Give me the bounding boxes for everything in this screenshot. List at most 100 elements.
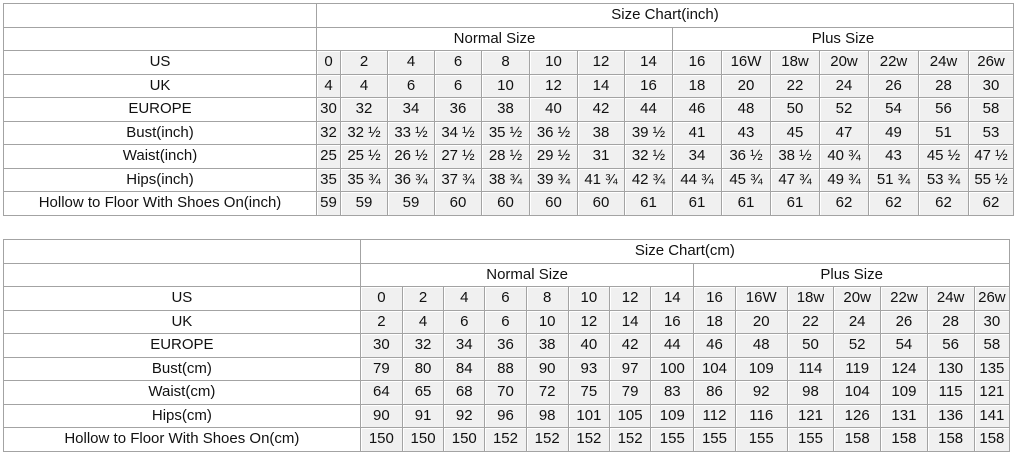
- table-cell: 32: [340, 97, 388, 122]
- table-row: Hips(inch) 35 35 ¾ 36 ¾ 37 ¾ 38 ¾ 39 ¾ 41 ¾ 42 ¾…: [3, 167, 1015, 192]
- table-cell: 25: [316, 144, 341, 169]
- table-cell: 45 ¾: [721, 167, 771, 192]
- table-cell: 2: [359, 309, 403, 334]
- table-cell: 55 ½: [967, 167, 1015, 192]
- table-cell: 38: [481, 97, 530, 122]
- row-label: Bust(cm): [3, 356, 361, 381]
- row-label: UK: [3, 73, 317, 98]
- table-cell: 158: [880, 427, 928, 452]
- table-cell: 90: [359, 403, 403, 428]
- table-cell: 115: [926, 380, 975, 405]
- table-cell: 49 ¾: [819, 167, 869, 192]
- table-cell: 8: [525, 286, 569, 311]
- group-normal-size: Normal Size: [316, 26, 673, 51]
- table-cell: 121: [973, 380, 1011, 405]
- table-cell: 12: [577, 50, 625, 75]
- table-cell: 22: [770, 73, 820, 98]
- table-cell: 54: [880, 333, 928, 358]
- row-label: UK: [3, 309, 361, 334]
- table-cell: 20w: [833, 286, 882, 311]
- table-cell: 92: [443, 403, 486, 428]
- table-cell: 32: [316, 120, 341, 145]
- table-cell: 8: [481, 50, 530, 75]
- row-label: Hollow to Floor With Shoes On(inch): [3, 191, 317, 216]
- table-cell: 26: [880, 309, 928, 334]
- table-cell: 150: [359, 427, 403, 452]
- table-cell: 16: [693, 286, 736, 311]
- table-cell: 46: [672, 97, 722, 122]
- table-cell: 62: [819, 191, 869, 216]
- table-cell: 65: [401, 380, 445, 405]
- table-cell: 45: [770, 120, 820, 145]
- table-cell: 155: [693, 427, 736, 452]
- corner-cell: [3, 3, 317, 28]
- table-cell: 109: [880, 380, 928, 405]
- table-cell: 48: [734, 333, 788, 358]
- table-cell: 16W: [734, 286, 788, 311]
- table-row: Hollow to Floor With Shoes On(inch) 59 59 5…: [3, 191, 1015, 216]
- table-cell: 40 ¾: [819, 144, 869, 169]
- table-cell: 109: [650, 403, 695, 428]
- row-label: US: [3, 286, 361, 311]
- table-cell: 136: [926, 403, 975, 428]
- table-cell: 14: [608, 309, 652, 334]
- table-cell: 152: [567, 427, 610, 452]
- table-cell: 84: [443, 356, 486, 381]
- table-cell: 10: [529, 50, 578, 75]
- table-cell: 38: [525, 333, 569, 358]
- table-row: Bust(cm) 79 80 84 88 90 93 97 100 104 109 114 119 124…: [3, 356, 1011, 381]
- table-cell: 30: [359, 333, 403, 358]
- table-cell: 104: [833, 380, 882, 405]
- table-title: Size Chart(cm): [359, 239, 1011, 264]
- table-row: UK 2 4 6 6 10 12 14 16 18 20 22 24 26 28 30: [3, 309, 1011, 334]
- table-cell: 152: [608, 427, 652, 452]
- table-cell: 6: [484, 286, 527, 311]
- table-cell: 34: [443, 333, 486, 358]
- table-cell: 62: [967, 191, 1015, 216]
- table-cell: 98: [525, 403, 569, 428]
- table-cell: 155: [734, 427, 788, 452]
- table-cell: 43: [721, 120, 771, 145]
- table-cell: 53 ¾: [918, 167, 969, 192]
- table-cell: 4: [316, 73, 341, 98]
- table-cell: 27 ½: [434, 144, 482, 169]
- table-cell: 42: [577, 97, 625, 122]
- table-cell: 37 ¾: [434, 167, 482, 192]
- group-normal-size: Normal Size: [359, 262, 695, 287]
- table-cell: 36 ½: [529, 120, 578, 145]
- table-cell: 98: [786, 380, 835, 405]
- corner-cell: [3, 262, 361, 287]
- table-cell: 32: [401, 333, 445, 358]
- table-row: EUROPE 30 32 34 36 38 40 42 44 46 48 50 52 54 56 58: [3, 333, 1011, 358]
- table-cell: 32 ½: [340, 120, 388, 145]
- table-cell: 22: [786, 309, 835, 334]
- table-cell: 41: [672, 120, 722, 145]
- table-cell: 60: [434, 191, 482, 216]
- table-cell: 150: [401, 427, 445, 452]
- table-cell: 62: [918, 191, 969, 216]
- table-cell: 26w: [967, 50, 1015, 75]
- table-row: US 0 2 4 6 8 10 12 14 16 16W 18w 20w 22w 24w 26w: [3, 286, 1011, 311]
- table-cell: 10: [481, 73, 530, 98]
- table-cell: 60: [481, 191, 530, 216]
- table-cell: 47: [819, 120, 869, 145]
- table-cell: 36: [434, 97, 482, 122]
- table-cell: 119: [833, 356, 882, 381]
- table-cell: 112: [693, 403, 736, 428]
- table-cell: 35: [316, 167, 341, 192]
- table-cell: 38 ½: [770, 144, 820, 169]
- table-row: Waist(cm) 64 65 68 70 72 75 79 83 86 92 98 104 109 115…: [3, 380, 1011, 405]
- table-cell: 121: [786, 403, 835, 428]
- table-cell: 92: [734, 380, 788, 405]
- table-cell: 35 ¾: [340, 167, 388, 192]
- table-cell: 60: [577, 191, 625, 216]
- table-cell: 52: [819, 97, 869, 122]
- table-cell: 10: [525, 309, 569, 334]
- table-cell: 45 ½: [918, 144, 969, 169]
- table-cell: 51 ¾: [868, 167, 919, 192]
- row-label: Waist(cm): [3, 380, 361, 405]
- table-cell: 150: [443, 427, 486, 452]
- table-cell: 0: [359, 286, 403, 311]
- table-cell: 135: [973, 356, 1011, 381]
- table-cell: 131: [880, 403, 928, 428]
